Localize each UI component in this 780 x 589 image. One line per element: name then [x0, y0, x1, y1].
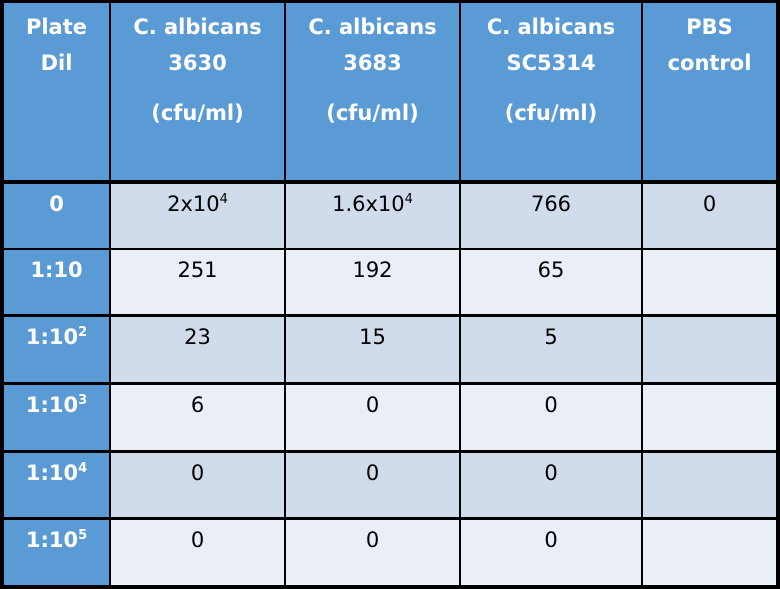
header-cell-3630: C. albicans 3630 (cfu/ml): [111, 3, 284, 180]
data-cell-text: 0: [190, 461, 205, 485]
data-cell: 65: [461, 250, 641, 314]
data-cell: [643, 250, 776, 314]
header-unit: (cfu/ml): [326, 101, 419, 125]
data-cell-text: 0: [544, 393, 558, 417]
header-line: Plate: [25, 15, 88, 39]
data-cell-text: 192: [352, 258, 393, 282]
header-unit: (cfu/ml): [151, 101, 244, 125]
data-cell-exponent: 4: [404, 192, 413, 207]
header-line: Dil: [40, 51, 73, 75]
data-cell-text: 0: [365, 528, 380, 552]
header-line: C. albicans: [308, 15, 437, 39]
data-cell-text: 0: [365, 393, 380, 417]
row-label-text: 0: [49, 192, 64, 216]
row-label: 1:104: [4, 453, 109, 517]
data-cell-text: 0: [365, 461, 380, 485]
data-cell: 0: [286, 453, 459, 517]
data-cell: 0: [111, 520, 284, 585]
header-line: SC5314: [506, 51, 596, 75]
data-cell: [643, 453, 776, 517]
header-unit: (cfu/ml): [504, 101, 598, 125]
row-label: 1:102: [4, 317, 109, 382]
data-cell-text: 65: [537, 258, 565, 282]
data-cell: 0: [286, 520, 459, 585]
header-line: PBS: [686, 15, 733, 39]
header-cell-pbs-control: PBS control: [643, 3, 776, 180]
row-label: 1:10: [4, 250, 109, 314]
header-line: C. albicans: [486, 15, 616, 39]
row-label-exponent: 4: [78, 461, 88, 476]
data-cell-text: 0: [190, 528, 205, 552]
data-cell: 766: [461, 184, 641, 248]
row-label-text: 1:10: [25, 393, 79, 417]
data-cell-text: 15: [359, 325, 386, 349]
row-label: 1:105: [4, 520, 109, 585]
data-cell-text: 5: [544, 325, 558, 349]
data-cell: 5: [461, 317, 641, 382]
data-cell-exponent: 4: [219, 192, 228, 207]
row-label: 0: [4, 184, 109, 248]
row-label-text: 1:10: [25, 461, 79, 485]
data-cell: 1.6x104: [286, 184, 459, 248]
header-line: 3683: [343, 51, 402, 75]
header-cell-plate-dil: Plate Dil: [4, 3, 109, 180]
data-cell: 15: [286, 317, 459, 382]
row-label: 1:103: [4, 385, 109, 450]
data-cell-text: 23: [184, 325, 211, 349]
header-line: control: [667, 51, 752, 75]
data-cell: 0: [461, 453, 641, 517]
data-cell: 251: [111, 250, 284, 314]
header-line: 3630: [168, 51, 227, 75]
data-cell: 2x104: [111, 184, 284, 248]
data-cell-text: 6: [190, 393, 205, 417]
row-label-exponent: 2: [78, 325, 88, 340]
data-cell: 23: [111, 317, 284, 382]
data-cell: 6: [111, 385, 284, 450]
data-cell: 0: [286, 385, 459, 450]
data-cell-text: 766: [530, 192, 572, 216]
data-cell-text: 0: [544, 528, 558, 552]
data-cell: [643, 385, 776, 450]
data-cell: 0: [461, 385, 641, 450]
header-line: C. albicans: [133, 15, 262, 39]
data-cell-text: 0: [702, 192, 717, 216]
data-cell: [643, 520, 776, 585]
row-label-text: 1:10: [25, 325, 79, 349]
data-cell-text: 2x10: [167, 192, 220, 216]
row-label-exponent: 5: [78, 528, 88, 543]
data-cell-text: 0: [544, 461, 558, 485]
data-cell-text: 251: [177, 258, 218, 282]
header-cell-3683: C. albicans 3683 (cfu/ml): [286, 3, 459, 180]
data-cell: 192: [286, 250, 459, 314]
data-cell-text: 1.6x10: [332, 192, 405, 216]
data-cell: 0: [111, 453, 284, 517]
row-label-exponent: 3: [78, 393, 88, 408]
header-cell-sc5314: C. albicans SC5314 (cfu/ml): [461, 3, 641, 180]
row-label-text: 1:10: [25, 528, 79, 552]
data-cell: 0: [643, 184, 776, 248]
data-cell: [643, 317, 776, 382]
row-label-text: 1:10: [30, 258, 83, 282]
data-cell: 0: [461, 520, 641, 585]
